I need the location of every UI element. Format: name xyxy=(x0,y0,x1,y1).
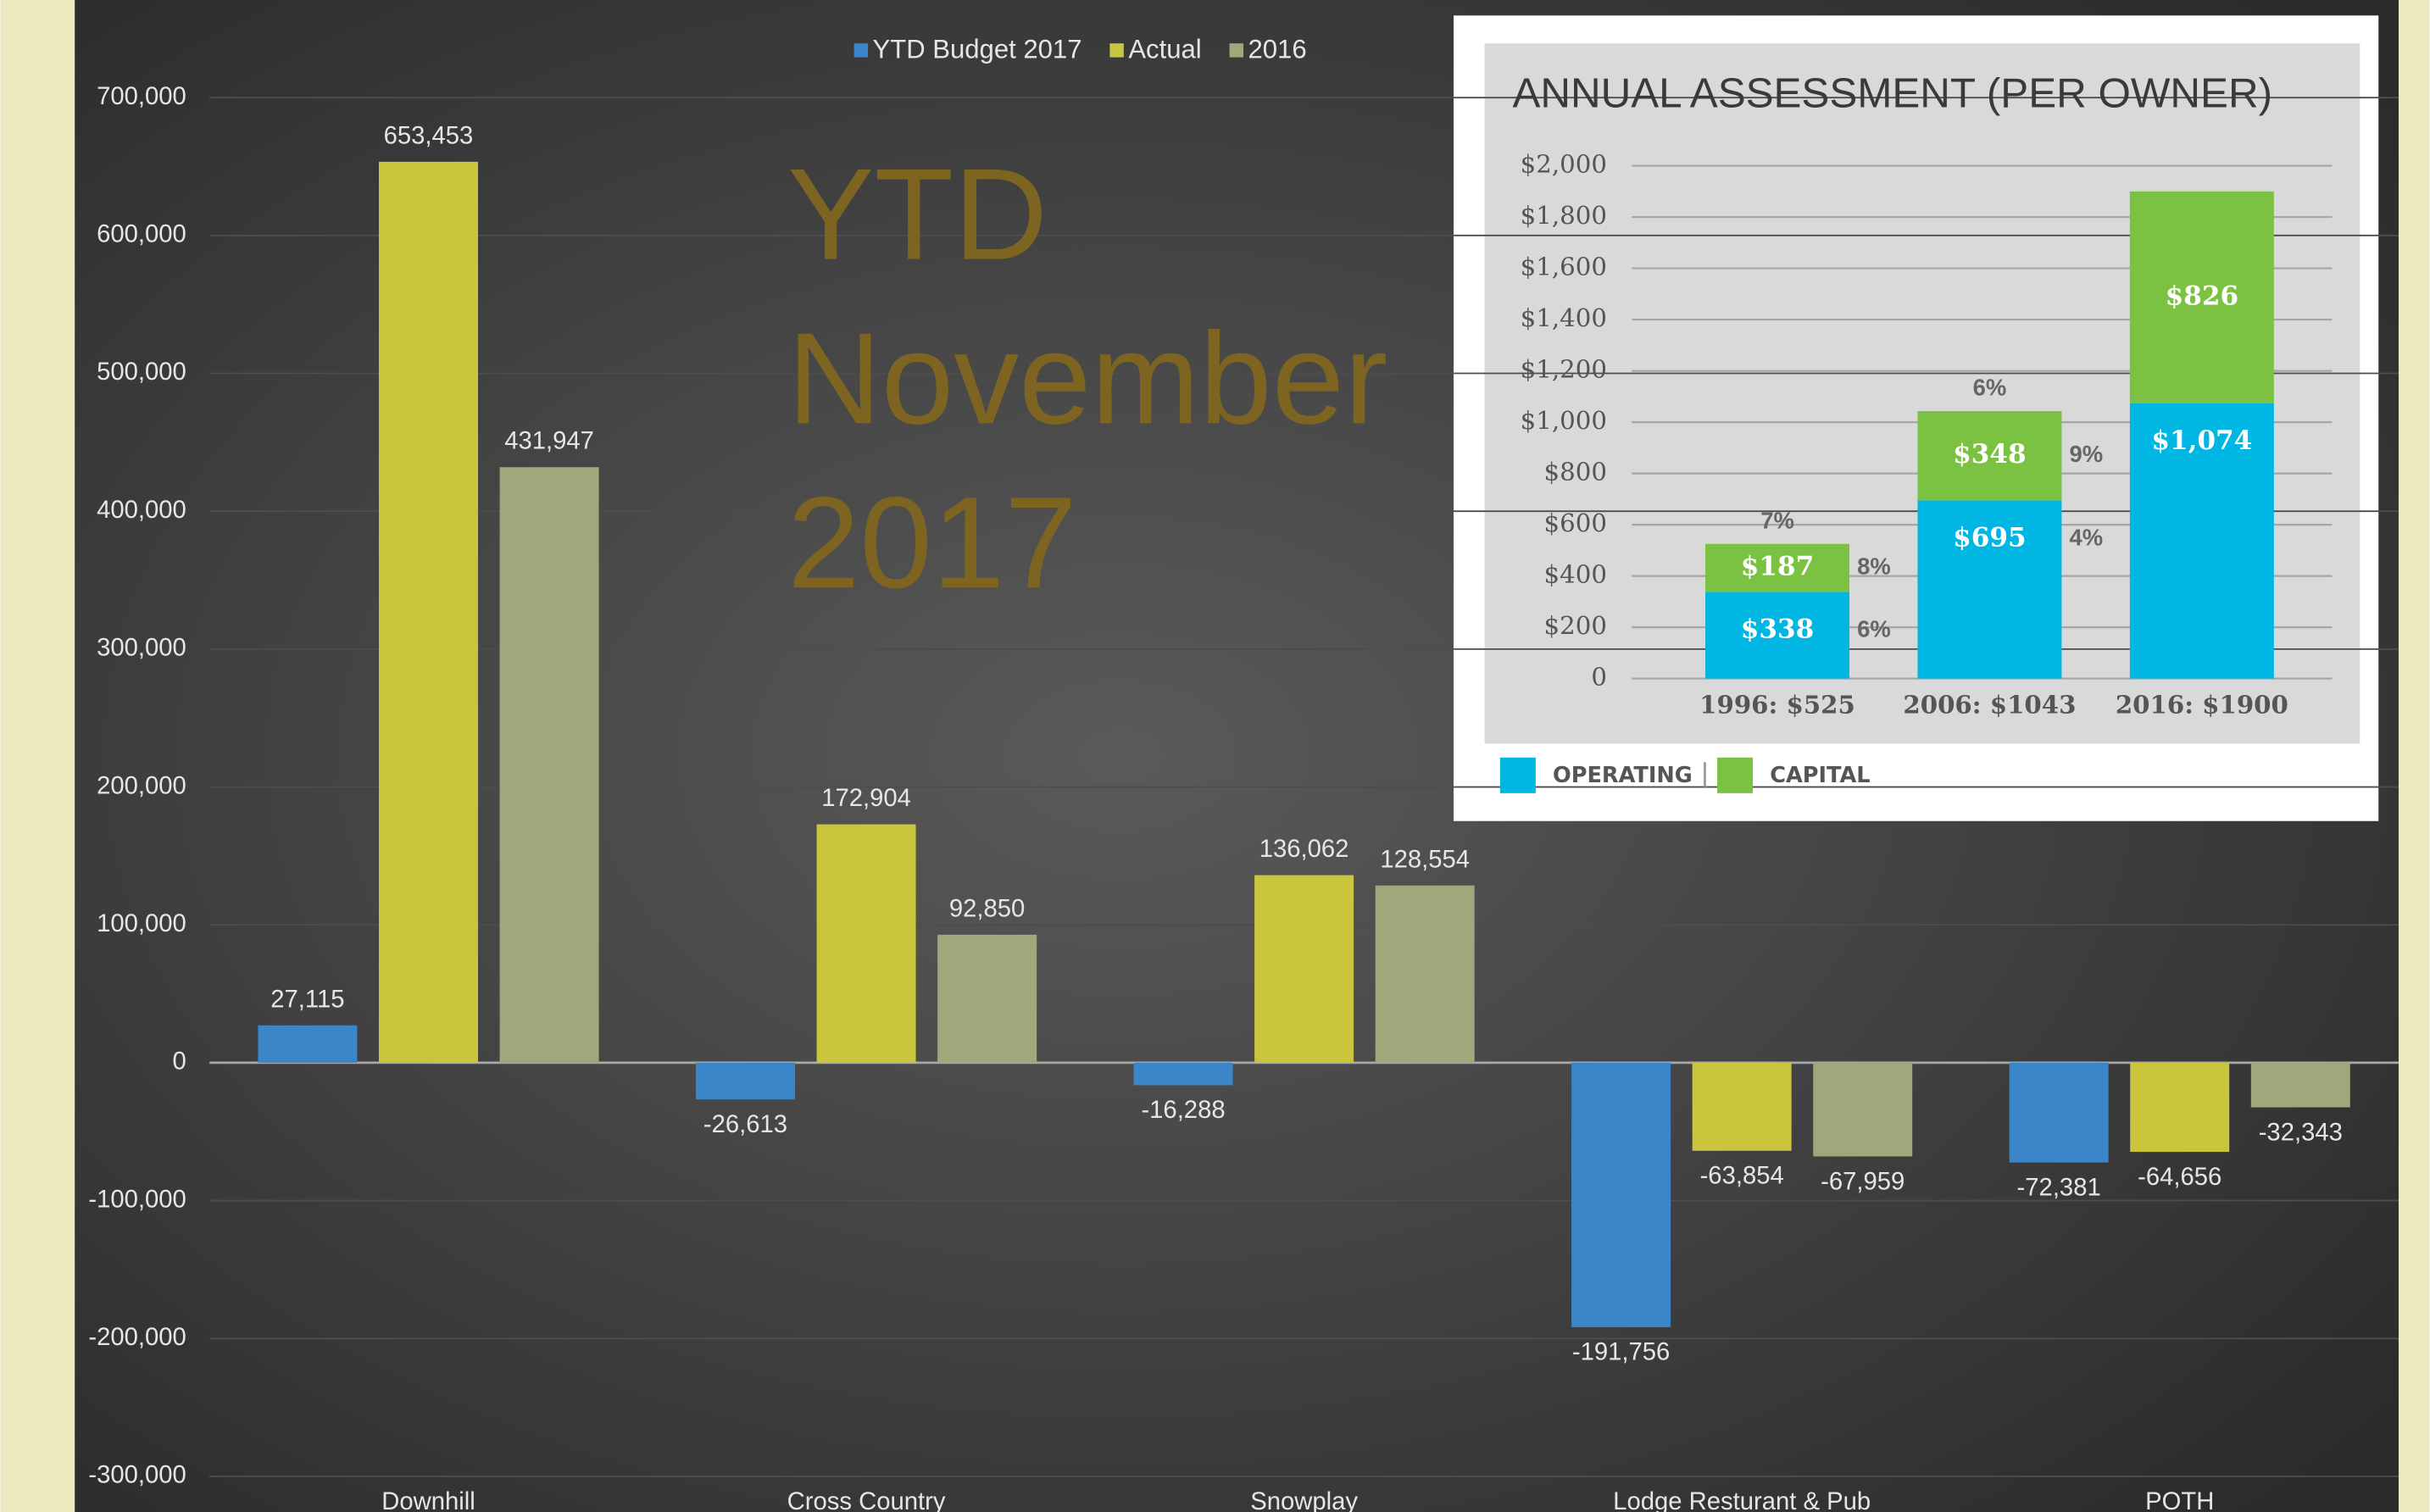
y-tick-label: $800 xyxy=(1544,458,1607,486)
bar xyxy=(2009,1062,2109,1163)
y-tick-label: $1,000 xyxy=(1521,406,1607,435)
legend-label: YTD Budget 2017 xyxy=(873,35,1082,64)
data-label: 172,904 xyxy=(821,785,911,812)
bar xyxy=(499,467,599,1063)
y-tick-label: 500,000 xyxy=(97,359,186,386)
y-tick-label: 200,000 xyxy=(97,772,186,799)
bar xyxy=(816,824,916,1063)
y-tick-label: 600,000 xyxy=(97,221,186,248)
bar xyxy=(1375,885,1475,1063)
x-tick-label: 1996: $525 xyxy=(1699,691,1855,720)
x-tick-label: Snowplay xyxy=(1250,1488,1358,1512)
y-tick-label: 0 xyxy=(1591,663,1607,692)
y-tick-label: $400 xyxy=(1544,560,1607,589)
change-label: 4% xyxy=(2070,524,2104,550)
data-label: 431,947 xyxy=(504,428,594,455)
legend-swatch xyxy=(1109,43,1124,58)
y-tick-label: 400,000 xyxy=(97,497,186,524)
change-label: 8% xyxy=(1857,553,1891,579)
y-tick-label: $2,000 xyxy=(1521,150,1607,179)
y-tick-label: $1,600 xyxy=(1521,253,1607,281)
y-tick-label: -200,000 xyxy=(88,1324,186,1351)
data-label: -32,343 xyxy=(2259,1119,2343,1146)
legend-label: OPERATING xyxy=(1553,763,1693,788)
change-label: 7% xyxy=(1760,507,1794,533)
data-label: -26,613 xyxy=(703,1111,787,1138)
bar-segment xyxy=(1705,592,1850,679)
x-tick-label: 2006: $1043 xyxy=(1903,691,2076,720)
data-label: -67,959 xyxy=(1821,1168,1905,1195)
data-label: 27,115 xyxy=(270,986,344,1013)
data-label: 136,062 xyxy=(1259,836,1349,863)
annotation: November xyxy=(787,305,1387,451)
data-label: 128,554 xyxy=(1380,846,1470,873)
chart-title: ANNUAL ASSESSMENT (PER OWNER) xyxy=(1512,69,2272,116)
data-label: -64,656 xyxy=(2138,1164,2221,1191)
y-tick-label: -300,000 xyxy=(88,1462,186,1489)
data-label: $348 xyxy=(1953,439,2026,470)
bar xyxy=(1133,1062,1233,1086)
bar xyxy=(1692,1062,1792,1151)
legend-swatch xyxy=(1229,43,1244,58)
annotation: YTD xyxy=(787,142,1048,287)
bar-segment xyxy=(2129,403,2274,679)
data-label: $826 xyxy=(2166,281,2238,311)
y-tick-label: $200 xyxy=(1544,611,1607,640)
bar xyxy=(378,161,478,1063)
data-label: $1,074 xyxy=(2151,425,2252,456)
bar-segment xyxy=(1917,500,2062,679)
bar xyxy=(1813,1062,1913,1157)
y-tick-label: 100,000 xyxy=(97,910,186,937)
legend-label: 2016 xyxy=(1248,35,1307,64)
y-tick-label: 0 xyxy=(173,1048,186,1076)
data-label: -72,381 xyxy=(2017,1174,2101,1201)
y-tick-label: -100,000 xyxy=(88,1186,186,1213)
bar-segment xyxy=(1705,543,1850,592)
x-tick-label: POTH xyxy=(2145,1488,2214,1512)
bar xyxy=(1571,1062,1671,1327)
data-label: 653,453 xyxy=(384,122,474,149)
bar xyxy=(1254,875,1354,1063)
bar-segment xyxy=(1917,411,2062,501)
y-tick-label: $600 xyxy=(1544,509,1607,537)
bar-segment xyxy=(2129,191,2274,403)
data-label: $187 xyxy=(1741,552,1814,582)
change-label: 6% xyxy=(1857,615,1891,642)
bar xyxy=(258,1025,358,1063)
annotation: 2017 xyxy=(787,470,1077,615)
bar xyxy=(2250,1062,2350,1108)
y-tick-label: $1,200 xyxy=(1521,355,1607,384)
y-tick-label: $1,800 xyxy=(1521,201,1607,230)
data-label: $338 xyxy=(1741,614,1814,645)
data-label: -191,756 xyxy=(1572,1339,1670,1366)
x-tick-label: Downhill xyxy=(381,1488,475,1512)
legend-swatch xyxy=(1499,757,1536,793)
y-tick-label: 300,000 xyxy=(97,635,186,662)
x-tick-label: Lodge Resturant & Pub xyxy=(1613,1488,1871,1512)
y-tick-label: 700,000 xyxy=(97,83,186,110)
legend-label: CAPITAL xyxy=(1770,763,1870,788)
x-tick-label: Cross Country xyxy=(787,1488,946,1512)
data-label: $695 xyxy=(1953,523,2026,553)
bar xyxy=(695,1062,795,1100)
x-tick-label: 2016: $1900 xyxy=(2116,691,2288,720)
bar xyxy=(937,934,1037,1063)
change-label: 9% xyxy=(2070,441,2104,467)
data-label: 92,850 xyxy=(949,895,1025,922)
data-label: -63,854 xyxy=(1700,1163,1784,1190)
data-label: -16,288 xyxy=(1141,1097,1225,1124)
bar xyxy=(2130,1062,2230,1153)
legend-swatch xyxy=(854,43,869,58)
legend-swatch xyxy=(1717,757,1754,793)
change-label: 6% xyxy=(1973,375,2007,401)
legend-label: Actual xyxy=(1128,35,1201,64)
y-tick-label: $1,400 xyxy=(1521,303,1607,332)
